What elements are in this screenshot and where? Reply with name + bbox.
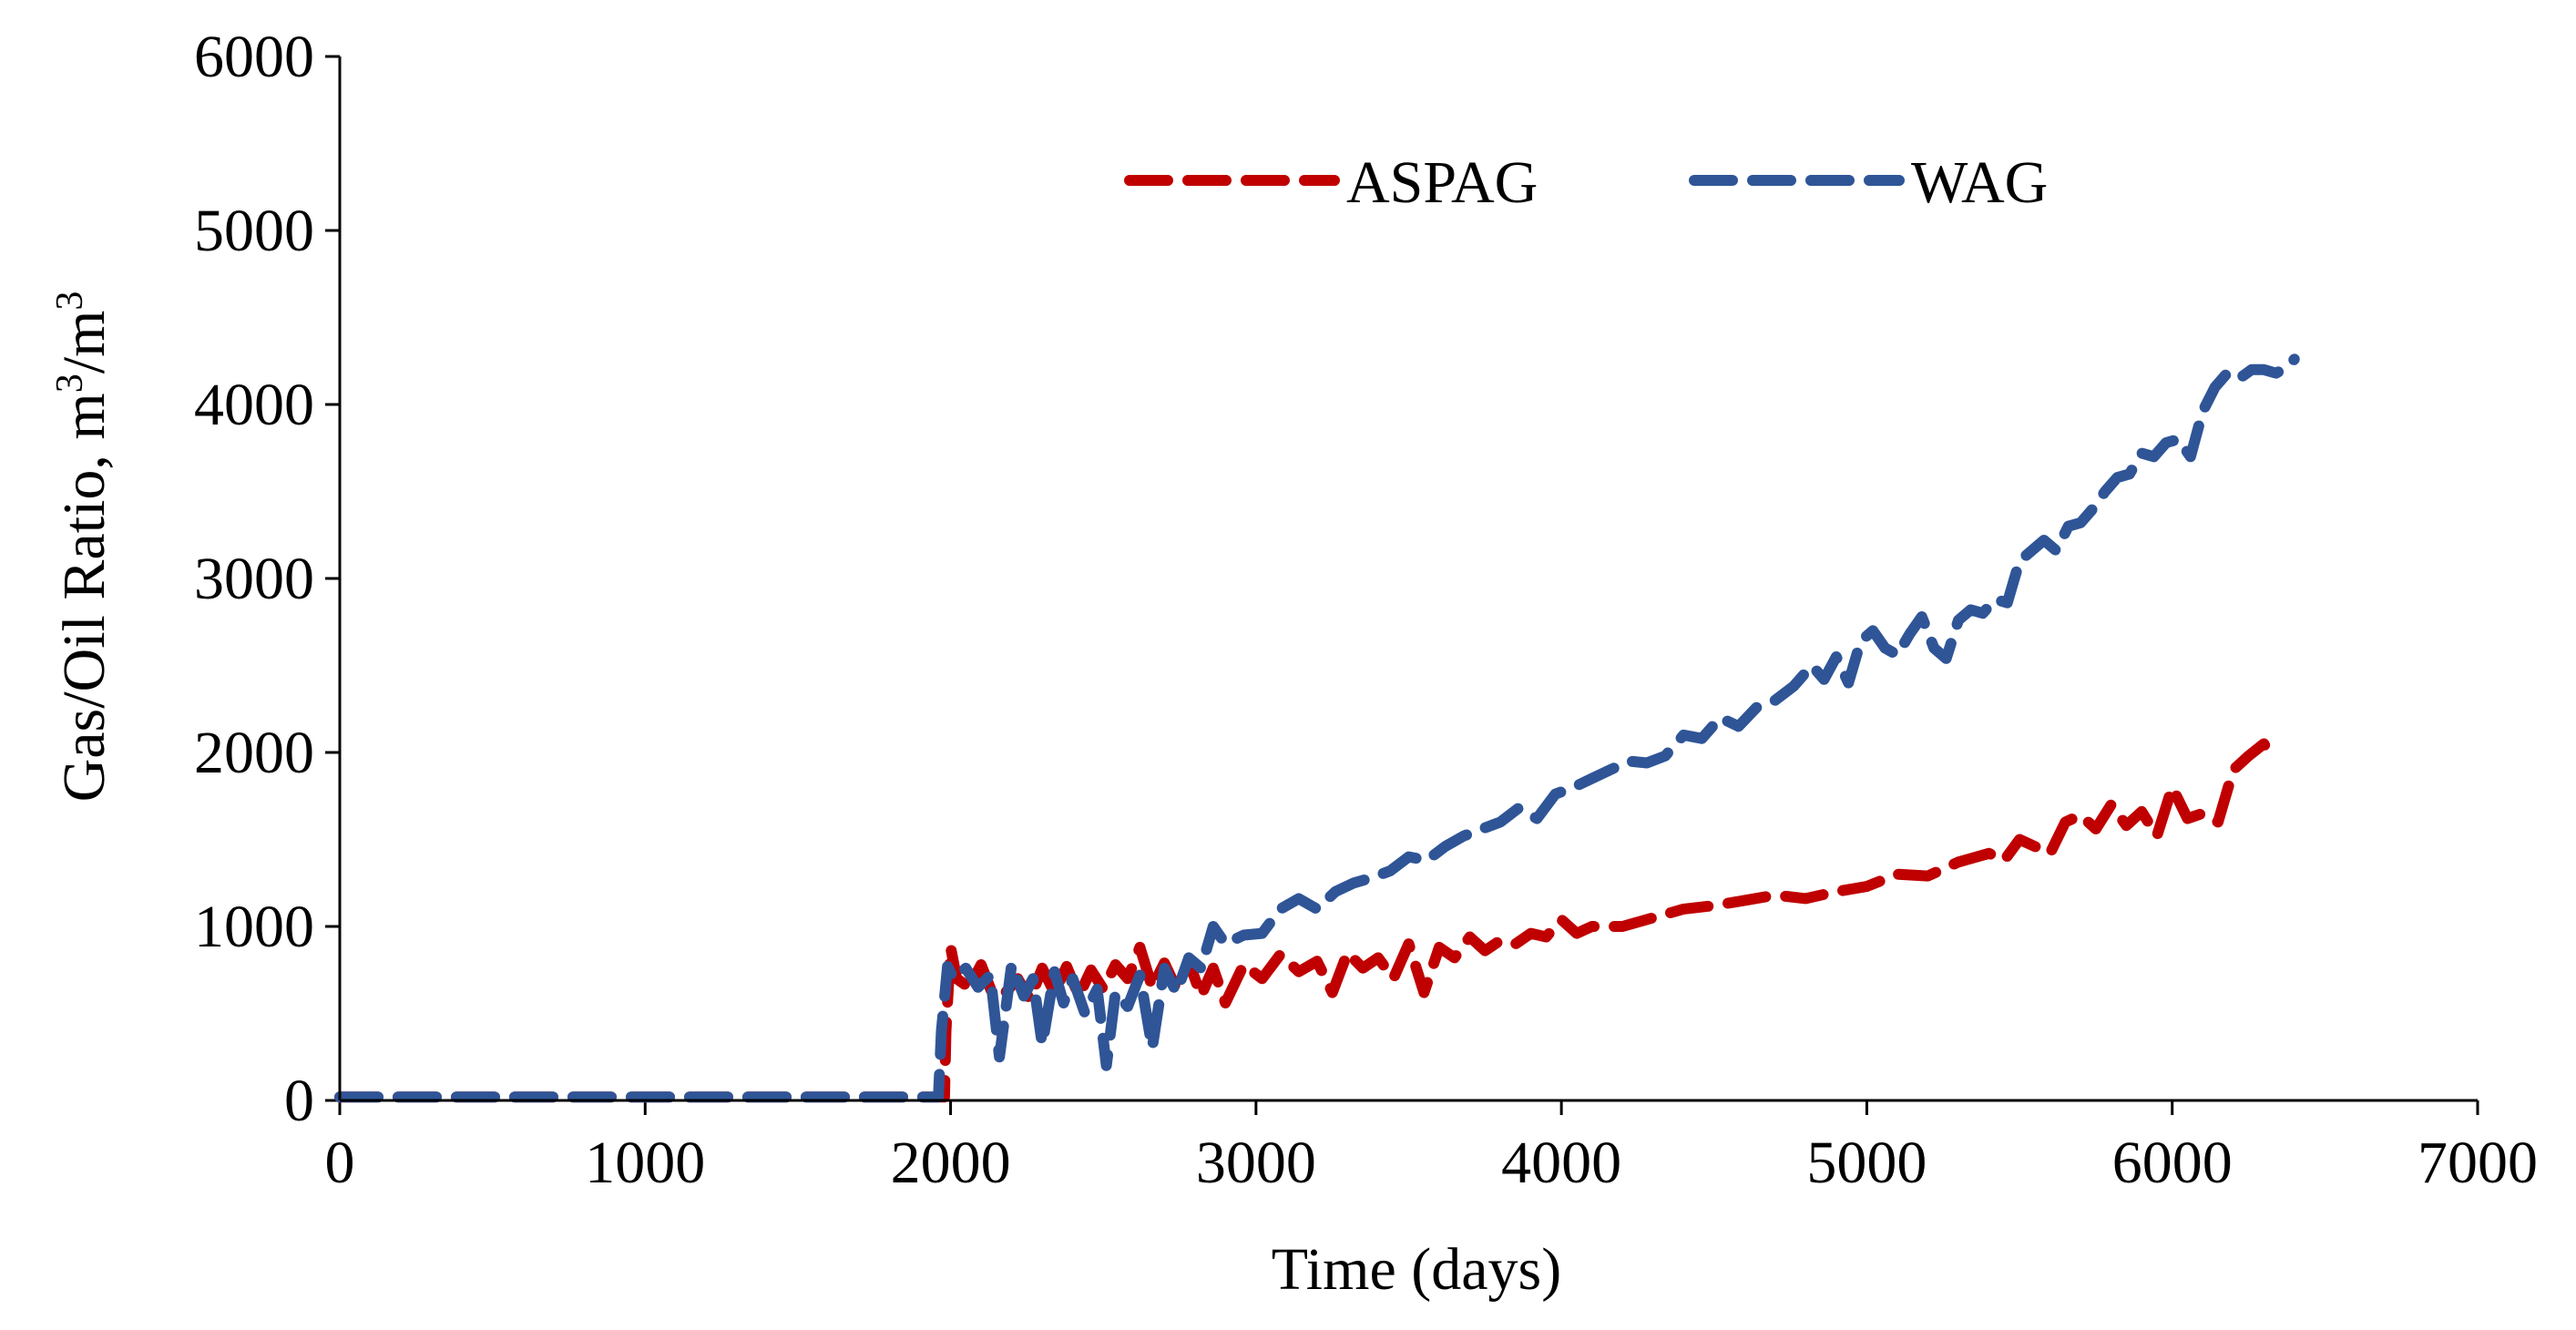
x-tick-label: 0 [325, 1130, 355, 1196]
y-tick-label: 3000 [194, 546, 314, 612]
y-tick-label: 0 [284, 1068, 314, 1134]
x-tick-label: 3000 [1196, 1130, 1316, 1196]
x-axis-ticks: 0 1000 2000 3000 4000 5000 6000 7000 [325, 1100, 2538, 1196]
y-axis-title-sup2: 3 [49, 292, 91, 311]
legend-label-aspag: ASPAG [1346, 149, 1538, 216]
y-tick-label: 2000 [194, 720, 314, 786]
y-axis-title-mid: /m [51, 311, 118, 374]
x-tick-label: 6000 [2112, 1130, 2233, 1196]
x-tick-label: 7000 [2418, 1130, 2538, 1196]
x-tick-label: 1000 [585, 1130, 705, 1196]
legend-label-wag: WAG [1911, 149, 2048, 216]
x-axis-title: Time (days) [1272, 1236, 1561, 1303]
series-line-wag [334, 353, 2300, 1103]
y-axis-title-sup1: 3 [49, 373, 91, 393]
y-axis-title-main: Gas/Oil Ratio, m [51, 393, 118, 802]
x-tick-label: 2000 [891, 1130, 1011, 1196]
x-tick-label: 4000 [1501, 1130, 1621, 1196]
y-axis-title: Gas/Oil Ratio, m3/m3 [49, 292, 118, 803]
y-tick-label: 4000 [194, 372, 314, 438]
series-layer [334, 353, 2300, 1103]
x-tick-label: 5000 [1806, 1130, 1927, 1196]
y-tick-label: 1000 [194, 894, 314, 960]
legend: ASPAG WAG [1124, 149, 2048, 216]
y-axis-ticks: 0 1000 2000 3000 4000 5000 6000 [194, 24, 340, 1134]
series-line-aspag [334, 738, 2282, 1103]
y-tick-label: 6000 [194, 24, 314, 90]
y-tick-label: 5000 [194, 198, 314, 264]
